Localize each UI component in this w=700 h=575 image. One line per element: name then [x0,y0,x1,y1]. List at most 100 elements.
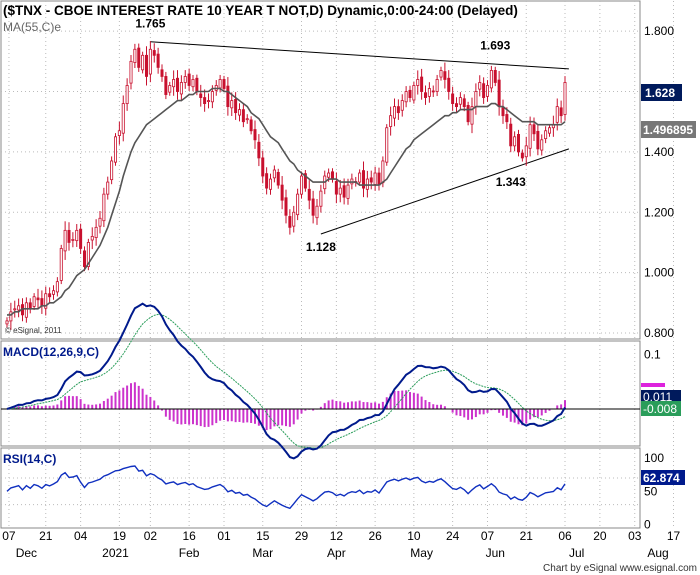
candle-body [280,184,284,201]
macd-hist-bar [157,405,160,410]
day-tick-label: 19 [113,529,127,543]
macd-hist-bar [374,402,377,410]
day-tick-label: 03 [628,529,642,543]
day-tick-label: 20 [593,529,607,543]
signal-value: -0.008 [643,402,677,416]
macd-hist-bar [257,409,260,426]
candle-body [230,100,234,109]
candle-body [63,229,67,252]
macd-hist-bar [145,394,148,410]
candle-body [435,79,439,92]
macd-hist-bar [401,390,404,410]
ma55-line [7,87,566,316]
candle-body [276,172,280,186]
candle-body [497,79,501,108]
macd-hist-bar [482,409,485,415]
rsi-tick-label: 50 [644,484,658,498]
macd-hist-bar [215,409,218,424]
macd-hist-bar [358,400,361,410]
macd-hist-bar [505,409,508,418]
candle-body [563,82,567,115]
month-tick-label: Dec [16,546,37,560]
candle-body [361,170,365,189]
candle-body [338,187,342,195]
rsi-tick-label: 0 [644,518,651,532]
candle-body [106,181,110,195]
macd-hist-bar [378,403,380,410]
month-tick-label: Jun [486,546,505,560]
candle-body [199,93,203,98]
candle-body [218,79,222,89]
ma-value-tag [641,121,696,138]
macd-signal-line [6,313,566,449]
candle-body [5,320,9,325]
macd-hist-bar [242,409,245,423]
candle-body [327,172,331,178]
macd-hist-bar [540,409,543,416]
last-price-value: 1.628 [645,86,675,100]
candle-body [206,100,210,102]
macd-hist-bar [226,409,229,422]
chart-title: ($TNX - CBOE INTEREST RATE 10 YEAR T NOT… [3,3,518,18]
candle-body [404,91,408,103]
candle-body [482,83,486,98]
macd-hist-bar [436,404,439,410]
macd-hist-bar [424,400,427,410]
candle-body [548,127,552,134]
candle-body [187,73,191,86]
candle-body [32,296,36,307]
macd-hist-bar [29,406,32,410]
candle-body [268,178,272,190]
macd-hist-bar [83,403,86,410]
macd-hist-bar [370,402,373,410]
day-tick-label: 01 [217,529,231,543]
candle-body [501,107,505,117]
macd-hist-bar [420,396,423,410]
day-tick-label: 17 [667,529,681,543]
macd-hist-bar [440,404,442,410]
candle-body [454,103,458,108]
macd-hist-bar [533,409,535,418]
candle-body [423,92,427,98]
macd-hist-bar [463,409,466,418]
rsi-value: 62.874 [643,471,680,485]
price-panel [0,0,641,340]
macd-hist-bar [544,409,547,413]
candle-body [420,76,424,92]
candle-body [94,226,98,238]
macd-value-tag [641,390,681,404]
macd-hist-bar [347,402,349,410]
macd-hist-bar [478,409,481,415]
macd-hist-bar [296,409,299,420]
macd-hist-bar [102,400,105,410]
day-tick-label: 26 [368,529,382,543]
macd-hist-bar [230,409,233,422]
macd-hist-bar [188,409,191,425]
macd-hist-bar [40,406,43,410]
candle-body [191,79,195,88]
candle-body [346,184,350,199]
candle-body [392,106,396,119]
candle-body [117,130,121,136]
macd-title: MACD(12,26,9,C) [3,345,99,359]
macd-hist-bar [312,409,315,411]
macd-hist-bar [354,401,357,410]
candle-body [319,190,323,207]
day-tick-label: 21 [520,529,534,543]
candle-body [52,290,56,295]
candle-body [237,109,241,116]
candle-body [272,169,276,179]
day-tick-label: 24 [446,529,460,543]
candle-body [311,198,315,216]
macd-hist-bar [99,403,101,410]
candle-body [102,193,106,222]
candle-body [59,248,63,281]
macd-hist-bar [381,401,384,410]
candle-body [555,106,559,123]
macd-hist-bar [319,406,322,410]
candle-body [210,91,214,103]
candle-body [71,239,75,241]
macd-hist-bar [180,409,183,425]
candle-body [261,157,265,177]
